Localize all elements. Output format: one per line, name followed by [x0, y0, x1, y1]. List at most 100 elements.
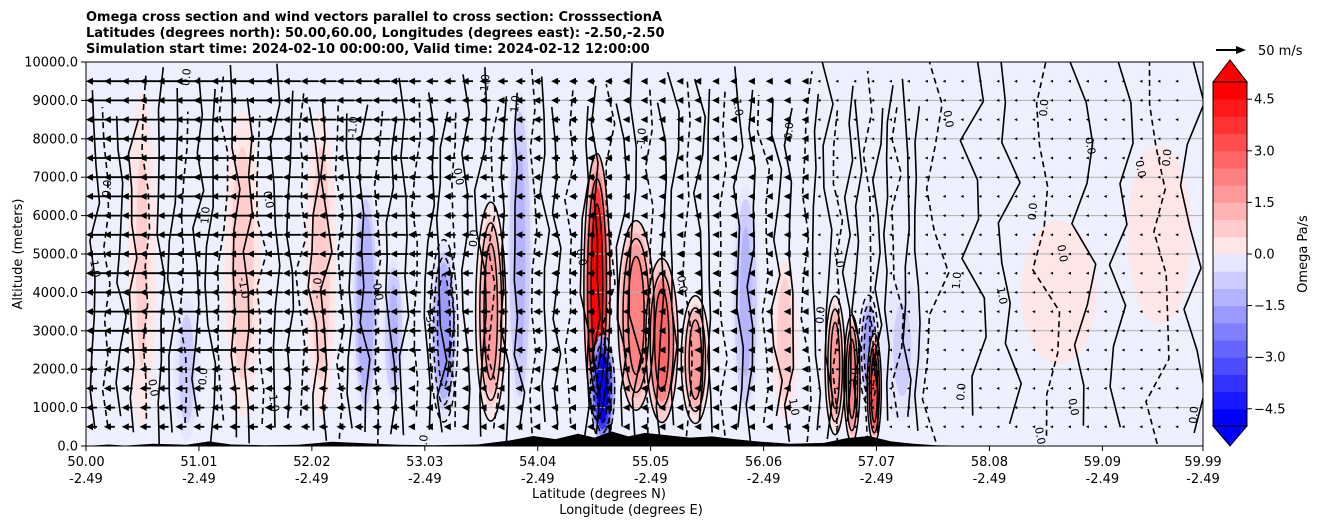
wind-vector-head [372, 346, 380, 354]
wind-vector-head [211, 116, 219, 124]
wind-vector-head [533, 365, 541, 373]
wind-vector-head [354, 308, 362, 316]
contour-loop-4-1 [684, 307, 707, 413]
x-tick-label-lon: -2.49 [860, 472, 894, 487]
wind-vector [924, 79, 928, 83]
wind-vector-head [497, 116, 505, 124]
omega-cell-14-level-4 [779, 288, 791, 393]
wind-vector-head [264, 308, 272, 316]
wind-vector-head [497, 173, 505, 181]
wind-vector-head [783, 250, 791, 258]
wind-vector-head [86, 308, 93, 316]
wind-vector [996, 252, 1000, 256]
wind-vector-head [676, 404, 684, 412]
wind-vector [1103, 271, 1107, 275]
wind-vector [1157, 271, 1161, 275]
wind-vector-head [783, 346, 791, 354]
wind-vector-head [765, 173, 773, 181]
wind-vector-head [264, 269, 272, 277]
wind-vector-head [211, 135, 219, 143]
wind-vector-head [551, 77, 559, 85]
wind-vector [1175, 194, 1179, 198]
wind-vector-head [121, 116, 129, 124]
wind-vector [835, 233, 839, 237]
wind-vector [817, 252, 821, 256]
wind-vector-head [425, 192, 433, 200]
contour-label: 0.0 [940, 109, 956, 128]
contour-line-8 [191, 77, 205, 417]
wind-vector [871, 137, 875, 141]
wind-vector-head [640, 77, 648, 85]
chart-title-line-1: Omega cross section and wind vectors par… [86, 10, 662, 25]
contour-line-66 [913, 106, 921, 431]
wind-vector [924, 214, 928, 218]
wind-vector-head [515, 308, 523, 316]
wind-vector-head [390, 173, 398, 181]
wind-vector-head [586, 116, 594, 124]
wind-vector-head [658, 423, 666, 431]
wind-vector-head [497, 192, 505, 200]
wind-vector-head [193, 212, 201, 220]
colorbar-band [1213, 305, 1247, 324]
contour-line-7 [178, 111, 189, 424]
contour-line-35 [539, 76, 551, 423]
wind-vector-head [139, 384, 147, 392]
wind-vector [978, 175, 982, 179]
wind-vector-head [211, 77, 219, 85]
wind-vector-head [175, 346, 183, 354]
wind-vector-head [443, 346, 451, 354]
contour-label: 0.0 [467, 229, 481, 248]
wind-vector [871, 386, 875, 390]
contour-label: 0.0 [1037, 98, 1051, 117]
wind-vector-head [282, 384, 290, 392]
wind-vector-head [622, 269, 630, 277]
wind-vector [1085, 156, 1089, 160]
wind-vector [906, 194, 910, 198]
wind-vector [1050, 252, 1054, 256]
wind-vector-head [264, 404, 272, 412]
wind-vector-head [193, 365, 201, 373]
wind-vector-head [479, 250, 487, 258]
wind-vector-head [229, 404, 237, 412]
wind-vector [1085, 252, 1089, 256]
wind-vector-head [765, 404, 773, 412]
wind-vector [1103, 214, 1107, 218]
wind-vector [853, 348, 857, 352]
wind-vector-head [318, 269, 326, 277]
wind-vector [1121, 310, 1125, 314]
wind-vector [817, 79, 821, 83]
wind-vector [889, 79, 893, 83]
wind-vector [942, 214, 946, 218]
wind-vector-head [211, 346, 219, 354]
contour-line-16 [294, 93, 308, 416]
wind-vector-head [551, 154, 559, 162]
wind-vector-head [461, 154, 469, 162]
wind-vector-head [569, 288, 577, 296]
wind-vector [906, 367, 910, 371]
wind-vector [1121, 406, 1125, 410]
y-axis-label: Altitude (meters) [11, 199, 26, 310]
wind-vector-head [193, 231, 201, 239]
wind-vector-head [622, 327, 630, 335]
wind-vector-head [139, 308, 147, 316]
wind-vector-head [408, 231, 416, 239]
wind-vector-head [569, 135, 577, 143]
wind-vector-head [264, 96, 272, 104]
wind-vector-head [193, 269, 201, 277]
wind-vector-head [730, 346, 738, 354]
wind-vector-head [336, 173, 344, 181]
wind-vector [1050, 233, 1054, 237]
wind-vector-head [264, 135, 272, 143]
wind-vector-head [676, 288, 684, 296]
wind-vector-head [747, 327, 755, 335]
wind-vector-head [264, 365, 272, 373]
wind-vector-head [569, 154, 577, 162]
wind-vector [1050, 271, 1054, 275]
wind-vector [1014, 175, 1018, 179]
wind-vector-head [461, 231, 469, 239]
wind-vector [924, 348, 928, 352]
wind-vector-head [157, 116, 165, 124]
contour-label: 0.0 [1032, 426, 1048, 445]
wind-vector-head [622, 77, 630, 85]
wind-vector [1067, 290, 1071, 294]
